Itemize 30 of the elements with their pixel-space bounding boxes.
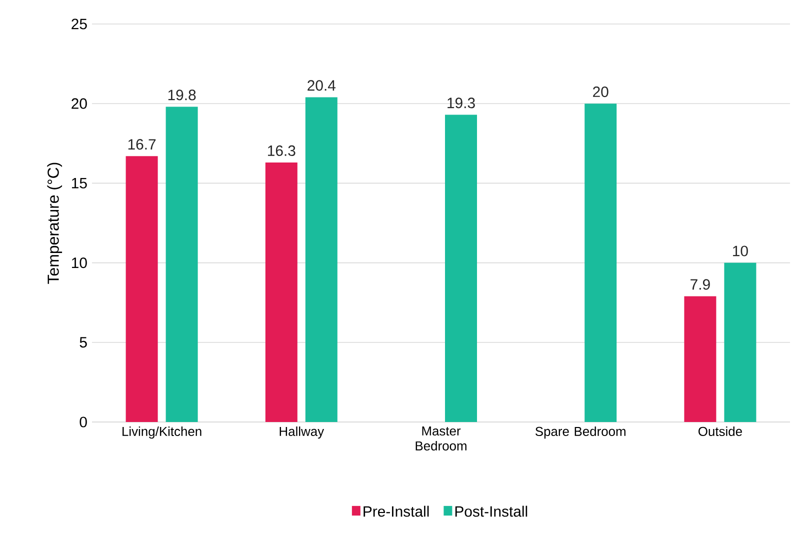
bar <box>166 106 198 422</box>
data-label: 16.7 <box>128 139 156 150</box>
y-tick-label: 5 <box>80 337 87 348</box>
bar <box>126 156 158 422</box>
bar <box>584 104 617 422</box>
data-label: 19.3 <box>448 98 475 108</box>
bar <box>445 114 478 422</box>
x-tick-label: Outside <box>698 426 742 436</box>
x-tick-label: Hallway <box>280 426 324 439</box>
bar <box>684 296 716 422</box>
bar <box>305 97 338 422</box>
y-tick-label: 10 <box>72 258 87 268</box>
x-tick-label: Living/Kitchen <box>122 426 202 439</box>
y-tick-label: 20 <box>72 98 87 109</box>
y-tick-label: 0 <box>80 416 87 428</box>
legend-label: Post-Install <box>455 506 528 517</box>
bar <box>724 262 756 422</box>
data-label: 19.8 <box>168 90 196 100</box>
x-tick-label: Master Bedroom <box>416 426 466 450</box>
data-label: 16.3 <box>268 145 296 156</box>
bar <box>265 162 298 422</box>
data-label: 20.4 <box>308 80 336 91</box>
y-tick-label: 25 <box>72 18 87 30</box>
y-axis-title: Temperature (°C) <box>47 162 62 284</box>
data-label: 20 <box>593 86 608 98</box>
data-label: 7.9 <box>690 279 710 290</box>
data-label: 10 <box>733 246 748 256</box>
legend-label: Pre-Install <box>364 506 429 517</box>
x-tick-label: Spare Bedroom <box>535 426 626 439</box>
y-tick-label: 15 <box>72 178 87 188</box>
